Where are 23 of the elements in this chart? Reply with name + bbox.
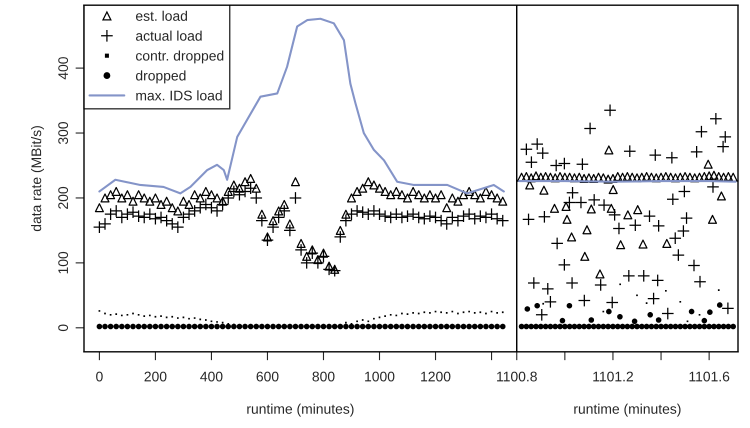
x-tick-label: 1101.2 bbox=[593, 372, 633, 382]
x-axis-title: runtime (minutes) bbox=[574, 404, 681, 417]
y-tick-label: 200 bbox=[58, 186, 68, 209]
y-tick-label: 100 bbox=[58, 252, 68, 274]
x-axis-title: runtime (minutes) bbox=[247, 404, 354, 417]
x-tick-label: 1101.6 bbox=[689, 372, 730, 382]
y-tick-label: 300 bbox=[58, 122, 68, 144]
x-tick-label: 600 bbox=[256, 372, 279, 382]
x-tick-label: 1200 bbox=[421, 372, 450, 382]
x-tick-label: 200 bbox=[144, 372, 166, 382]
legend-label: max. IDS load bbox=[136, 90, 222, 100]
y-tick-label: 0 bbox=[58, 324, 68, 332]
y-axis-title: data rate (MBit/s) bbox=[31, 126, 44, 232]
y-tick-label: 400 bbox=[58, 57, 68, 80]
x-tick-label: 0 bbox=[96, 372, 103, 382]
legend-label: dropped bbox=[136, 70, 186, 84]
x-tick-label: 400 bbox=[200, 372, 222, 382]
x-tick-label: 800 bbox=[312, 372, 335, 382]
x-tick-label: 1000 bbox=[365, 372, 394, 382]
legend-label: est. load bbox=[136, 10, 187, 21]
legend-label: contr. dropped bbox=[136, 50, 224, 64]
x-tick-label: 1100.8 bbox=[497, 372, 537, 382]
legend-label: actual load bbox=[136, 30, 202, 41]
